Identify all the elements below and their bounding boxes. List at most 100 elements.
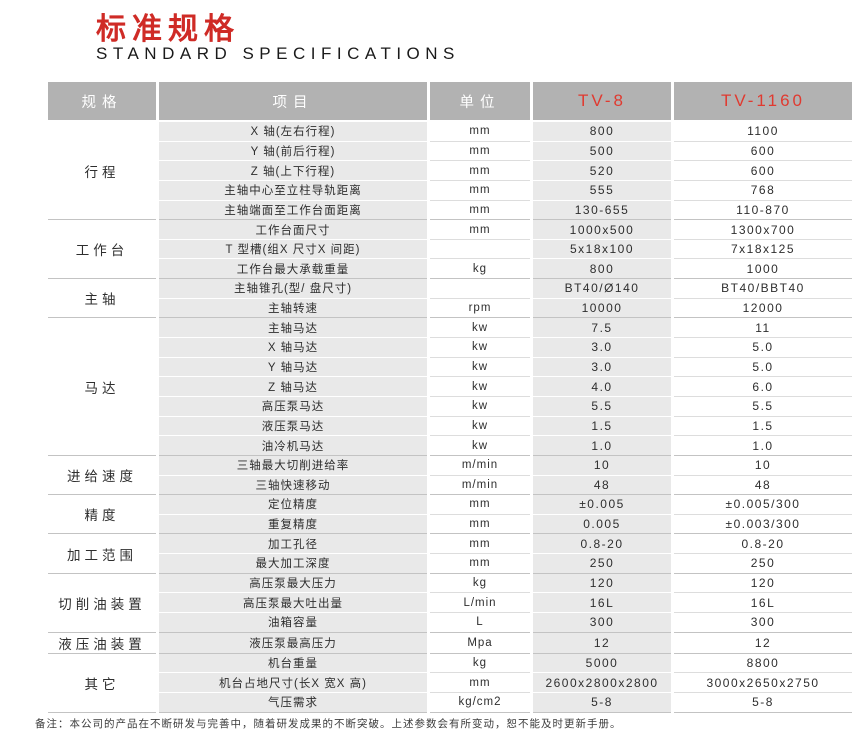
tv1160-value-cell: 5.0	[674, 357, 852, 378]
table-row: Y 轴马达 kw 3.0 5.0	[48, 357, 852, 378]
tv8-value-cell: 250	[533, 554, 671, 574]
unit-cell: mm	[430, 161, 530, 181]
unit-cell: mm	[430, 514, 530, 535]
table-row: 主轴中心至立柱导轨距离 mm 555 768	[48, 180, 852, 201]
table-row: 重复精度 mm 0.005 ±0.003/300	[48, 514, 852, 535]
tv1160-value-cell: 5-8	[674, 692, 852, 713]
unit-cell: mm	[430, 122, 530, 142]
unit-cell: m/min	[430, 455, 530, 476]
item-cell: 最大加工深度	[159, 554, 427, 574]
item-cell: Z 轴(上下行程)	[159, 161, 427, 181]
item-cell: 三轴最大切削进给率	[159, 455, 427, 476]
tv1160-value-cell: 12000	[674, 298, 852, 319]
item-cell: 三轴快速移动	[159, 475, 427, 496]
table-row: 主轴端面至工作台面距离 mm 130-655 110-870	[48, 200, 852, 221]
tv1160-value-cell: 768	[674, 180, 852, 201]
unit-cell: kw	[430, 318, 530, 339]
tv8-value-cell: 800	[533, 259, 671, 280]
tv1160-value-cell: 3000x2650x2750	[674, 673, 852, 693]
section-label: 切削油装置	[48, 573, 156, 633]
tv8-value-cell: 10	[533, 455, 671, 476]
table-row: 高压泵马达 kw 5.5 5.5	[48, 396, 852, 417]
unit-cell: kw	[430, 436, 530, 456]
item-cell: 主轴中心至立柱导轨距离	[159, 180, 427, 201]
unit-cell: rpm	[430, 298, 530, 319]
section-label: 主轴	[48, 279, 156, 319]
item-cell: 主轴锥孔(型/ 盘尺寸)	[159, 279, 427, 299]
table-row: Z 轴马达 kw 4.0 6.0	[48, 377, 852, 397]
tv1160-value-cell: 600	[674, 141, 852, 162]
table-row: 高压泵最大吐出量 L/min 16L 16L	[48, 593, 852, 614]
section-label: 精度	[48, 495, 156, 535]
unit-cell: mm	[430, 220, 530, 240]
tv1160-value-cell: 16L	[674, 593, 852, 614]
table-row: X 轴马达 kw 3.0 5.0	[48, 338, 852, 358]
unit-cell: mm	[430, 554, 530, 574]
col-header-spec: 规格	[48, 82, 156, 122]
table-row: 气压需求 kg/cm2 5-8 5-8	[48, 692, 852, 713]
tv1160-value-cell: 1.0	[674, 436, 852, 456]
item-cell: 高压泵最大压力	[159, 573, 427, 594]
unit-cell: L	[430, 613, 530, 633]
tv1160-value-cell: 10	[674, 455, 852, 476]
tv8-value-cell: 3.0	[533, 338, 671, 358]
item-cell: Y 轴马达	[159, 357, 427, 378]
unit-cell	[430, 279, 530, 299]
table-row: 加工范围 加工孔径 mm 0.8-20 0.8-20	[48, 534, 852, 574]
unit-cell	[430, 239, 530, 260]
item-cell: 主轴马达	[159, 318, 427, 339]
tv8-value-cell: 3.0	[533, 357, 671, 378]
table-row: 进给速度 三轴最大切削进给率 m/min 10 10	[48, 455, 852, 496]
tv1160-value-cell: 300	[674, 613, 852, 633]
table-row: 行程 X 轴(左右行程) mm 800 1100	[48, 122, 852, 221]
col-header-model-tv1160: TV-1160	[674, 82, 852, 122]
col-header-unit: 单位	[430, 82, 530, 122]
section-label: 液压油装置	[48, 632, 156, 654]
unit-cell: mm	[430, 180, 530, 201]
tv1160-value-cell: 1000	[674, 259, 852, 280]
tv1160-value-cell: 7x18x125	[674, 239, 852, 260]
tv8-value-cell: 5.5	[533, 396, 671, 417]
tv1160-value-cell: 120	[674, 573, 852, 594]
tv1160-value-cell: 600	[674, 161, 852, 181]
unit-cell: L/min	[430, 593, 530, 614]
item-cell: 定位精度	[159, 495, 427, 515]
tv1160-value-cell: 6.0	[674, 377, 852, 397]
tv8-value-cell: 0.8-20	[533, 534, 671, 555]
table-row: 主轴转速 rpm 10000 12000	[48, 298, 852, 319]
table-row: 工作台最大承载重量 kg 800 1000	[48, 259, 852, 280]
tv8-value-cell: 120	[533, 573, 671, 594]
tv8-value-cell: 4.0	[533, 377, 671, 397]
unit-cell: mm	[430, 141, 530, 162]
unit-cell: kg	[430, 653, 530, 674]
tv8-value-cell: 5x18x100	[533, 239, 671, 260]
tv8-value-cell: 5-8	[533, 692, 671, 713]
tv8-value-cell: 1.5	[533, 416, 671, 437]
tv8-value-cell: 7.5	[533, 318, 671, 339]
unit-cell: kw	[430, 338, 530, 358]
unit-cell: mm	[430, 534, 530, 555]
tv8-value-cell: BT40/Ø140	[533, 279, 671, 299]
tv8-value-cell: 1000x500	[533, 220, 671, 240]
tv8-value-cell: 0.005	[533, 514, 671, 535]
table-row: 精度 定位精度 mm ±0.005 ±0.005/300	[48, 495, 852, 535]
unit-cell: kw	[430, 357, 530, 378]
tv8-value-cell: 1.0	[533, 436, 671, 456]
table-row: 最大加工深度 mm 250 250	[48, 554, 852, 574]
table-row: 油冷机马达 kw 1.0 1.0	[48, 436, 852, 456]
tv8-value-cell: 300	[533, 613, 671, 633]
tv8-value-cell: 16L	[533, 593, 671, 614]
item-cell: 重复精度	[159, 514, 427, 535]
item-cell: 油冷机马达	[159, 436, 427, 456]
item-cell: T 型槽(组X 尺寸X 间距)	[159, 239, 427, 260]
tv1160-value-cell: 0.8-20	[674, 534, 852, 555]
page-title-chinese: 标准规格	[96, 13, 240, 46]
tv1160-value-cell: 1.5	[674, 416, 852, 437]
table-row: 液压油装置 液压泵最高压力 Mpa 12 12	[48, 632, 852, 654]
tv8-value-cell: 2600x2800x2800	[533, 673, 671, 693]
unit-cell: mm	[430, 495, 530, 515]
tv1160-value-cell: 8800	[674, 653, 852, 674]
tv1160-value-cell: 48	[674, 475, 852, 496]
tv8-value-cell: 12	[533, 632, 671, 654]
unit-cell: mm	[430, 673, 530, 693]
